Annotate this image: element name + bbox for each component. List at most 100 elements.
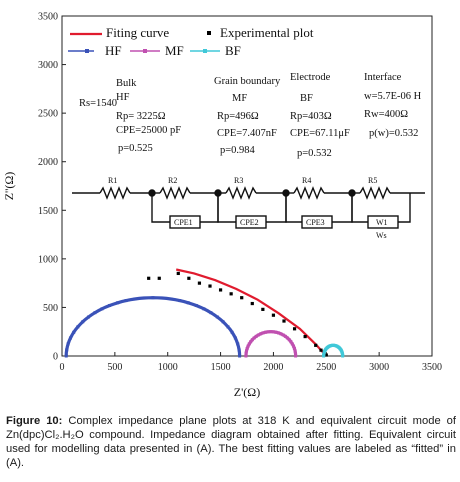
r3-resistor — [225, 186, 257, 200]
series-mf-point — [252, 336, 256, 340]
caption-text: Complex impedance plane plots at 318 K a… — [6, 415, 456, 469]
node-2 — [214, 189, 222, 197]
series-hf-point — [86, 315, 90, 319]
series-hf-point — [209, 311, 213, 315]
experimental-point — [261, 307, 265, 311]
series-hf-point — [66, 342, 70, 346]
node-4 — [348, 189, 356, 197]
impedance-chart: 0 500 1000 1500 2000 2500 3000 3500 0 500 1000 1500… — [2, 12, 442, 400]
legend-hf-label: HF — [105, 43, 122, 58]
experimental-point — [319, 348, 323, 352]
x-tick-label-6: 3000 — [369, 362, 389, 373]
x-tick-label-7: 3500 — [422, 362, 442, 373]
r2-resistor — [159, 186, 191, 200]
experimental-point — [250, 301, 254, 306]
series-hf-point — [236, 342, 240, 346]
y-axis-label: Z''(Ω) — [2, 172, 16, 201]
legend-mf-marker — [143, 49, 147, 53]
experimental-point — [303, 334, 307, 339]
experimental-point — [324, 353, 328, 357]
experimental-point — [208, 284, 212, 288]
cpe1-wire-right — [200, 193, 219, 223]
series-mf-point — [245, 346, 249, 350]
col3-line3: Rp=403Ω — [290, 111, 332, 122]
series-hf-curve — [64, 296, 242, 357]
series-mf-point — [294, 354, 298, 358]
series-mf-point — [292, 346, 296, 350]
legend-mf-label: MF — [165, 43, 184, 58]
series-mf-point — [291, 344, 295, 348]
series-mf-point — [244, 354, 248, 358]
experimental-point — [218, 288, 223, 292]
col3-line5: p=0.532 — [297, 148, 332, 159]
x-tick-label-1: 500 — [107, 362, 122, 373]
series-mf-point — [287, 338, 291, 342]
series-hf-point — [68, 336, 72, 340]
col1-line3: Rp= 3225Ω — [116, 111, 166, 122]
col4-line2: w=5.7E-06 H — [364, 91, 422, 102]
series-bf-arc — [322, 343, 345, 358]
series-mf-point — [274, 330, 278, 334]
caption-lead: Figure 10: — [6, 415, 63, 427]
series-mf-point — [249, 340, 253, 344]
series-hf-point — [169, 297, 173, 301]
circuit-labels: R1 R2 R3 R4 R5 CPE1 CPE2 CPE3 W1 Ws — [108, 176, 388, 240]
series-hf-point — [124, 299, 128, 303]
experimental-point — [271, 313, 276, 317]
experimental-point — [147, 276, 151, 280]
y-tick-label-4: 2000 — [38, 157, 58, 168]
ws-label: Ws — [376, 231, 387, 240]
x-tick-label-5: 2500 — [316, 362, 336, 373]
col1-line4: CPE=25000 pF — [116, 125, 181, 136]
series-hf-point — [108, 304, 112, 308]
series-mf-point — [261, 331, 265, 335]
r1-label: R1 — [108, 176, 117, 185]
col3-line4: CPE=67.11μF — [290, 128, 350, 139]
equivalent-circuit — [72, 186, 425, 229]
legend: Fiting curve Experimental plot HF MF BF — [68, 25, 314, 58]
col4-line3: Rw=400Ω — [364, 109, 408, 120]
w1-wire-right — [398, 193, 411, 223]
series-mf-point — [244, 349, 248, 353]
series-bf-point — [341, 354, 345, 358]
experimental-point — [176, 271, 180, 276]
series-mf-point — [256, 333, 260, 337]
legend-hf-marker — [85, 49, 89, 53]
series-mf-point — [264, 330, 268, 334]
series-mf-point — [290, 342, 294, 346]
series-hf-point — [93, 311, 97, 315]
fit-annotations: Rs=1540 Bulk HF Rp= 3225Ω CPE=25000 pF p… — [79, 72, 422, 159]
plot-frame — [61, 15, 433, 357]
series-mf-point — [246, 344, 250, 348]
x-axis-label: Z'(Ω) — [234, 385, 260, 399]
y-tick-label-2: 1000 — [38, 254, 58, 265]
series-mf-arc — [244, 330, 298, 358]
series-mf-point — [247, 342, 251, 346]
series-mf-point — [269, 330, 273, 334]
experimental-point — [314, 343, 318, 347]
figure-caption: Figure 10: Complex impedance plane plots… — [6, 414, 456, 470]
axis-ticks: 0 500 1000 1500 2000 2500 3000 3500 0 500 1000 1500… — [38, 12, 442, 374]
w1-label: W1 — [376, 218, 388, 227]
series-hf-point — [233, 336, 237, 340]
col3-line1: Electrode — [290, 72, 331, 83]
y-tick-label-3: 1500 — [38, 206, 58, 217]
series-hf-point — [116, 301, 120, 305]
series-mf-point — [250, 338, 254, 342]
cpe3-wire-left — [285, 193, 302, 223]
series-hf-point — [237, 348, 241, 352]
x-tick-label-4: 2000 — [263, 362, 283, 373]
data-marks — [64, 268, 345, 358]
col1-line1: Bulk — [116, 78, 137, 89]
experimental-point — [229, 292, 233, 296]
series-hf-point — [186, 301, 190, 305]
legend-exp-label: Experimental plot — [220, 25, 314, 40]
experimental-point — [197, 281, 202, 285]
series-fit-curve — [175, 268, 328, 357]
series-hf-point — [178, 299, 182, 303]
series-mf-point — [281, 333, 285, 337]
series-mf-point — [293, 349, 297, 353]
r5-resistor — [359, 186, 391, 200]
x-tick-label-3: 1500 — [211, 362, 231, 373]
col1-line5: p=0.525 — [118, 143, 153, 154]
